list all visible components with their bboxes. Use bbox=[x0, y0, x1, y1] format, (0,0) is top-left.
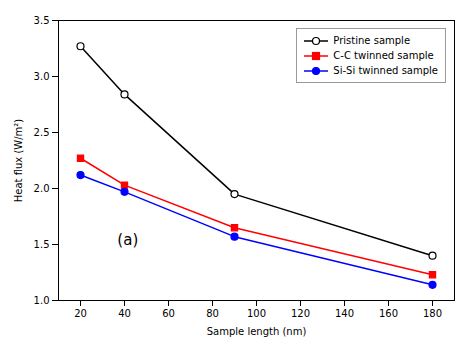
svg-text:1.0: 1.0 bbox=[34, 295, 50, 306]
svg-text:3.0: 3.0 bbox=[34, 71, 50, 82]
svg-text:2.5: 2.5 bbox=[34, 127, 50, 138]
svg-text:60: 60 bbox=[162, 308, 175, 319]
svg-text:3.5: 3.5 bbox=[34, 15, 50, 26]
svg-text:40: 40 bbox=[118, 308, 131, 319]
svg-text:2.0: 2.0 bbox=[34, 183, 50, 194]
svg-text:Heat flux (W/m²): Heat flux (W/m²) bbox=[13, 119, 24, 203]
html-text:C-C twinned sample: C-C twinned sample bbox=[333, 50, 434, 61]
svg-text:180: 180 bbox=[423, 308, 442, 319]
svg-text:160: 160 bbox=[379, 308, 398, 319]
svg-text:20: 20 bbox=[74, 308, 87, 319]
svg-text:80: 80 bbox=[206, 308, 219, 319]
svg-text:(a): (a) bbox=[117, 231, 138, 249]
svg-text:1.5: 1.5 bbox=[34, 239, 50, 250]
svg-text:Sample length (nm): Sample length (nm) bbox=[207, 326, 307, 337]
html-text:Si-Si twinned sample: Si-Si twinned sample bbox=[333, 65, 438, 76]
svg-text:140: 140 bbox=[335, 308, 354, 319]
svg-text:100: 100 bbox=[247, 308, 266, 319]
html-text:Pristine sample: Pristine sample bbox=[333, 35, 410, 46]
svg-text:120: 120 bbox=[291, 308, 310, 319]
